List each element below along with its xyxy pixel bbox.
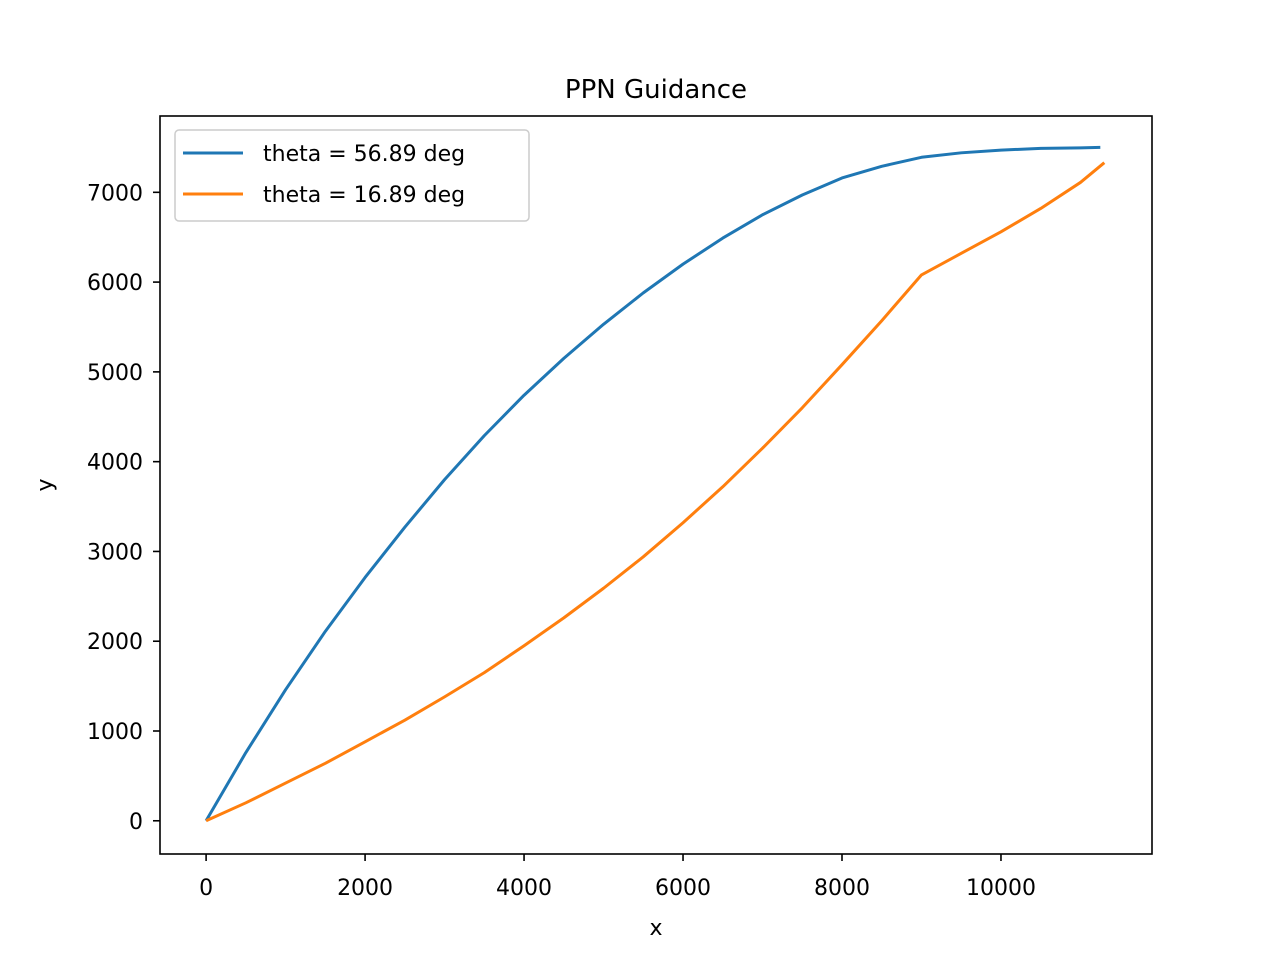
y-tick-label: 3000 [87, 540, 143, 565]
series-layer [204, 145, 1106, 823]
x-tick-label: 2000 [337, 876, 393, 901]
x-axis: 0 2000 4000 6000 8000 10000 [199, 854, 1036, 901]
x-tick-label: 0 [199, 876, 213, 901]
x-tick-label: 8000 [814, 876, 870, 901]
x-axis-label: x [649, 916, 662, 941]
legend: theta = 56.89 deg theta = 16.89 deg [174, 129, 530, 222]
legend-label-series-2: theta = 16.89 deg [263, 183, 465, 208]
y-axis-label: y [33, 478, 58, 491]
y-axis: 0 1000 2000 3000 4000 5000 6000 7000 [87, 181, 160, 835]
y-tick-label: 6000 [87, 271, 143, 296]
series-line-1 [204, 145, 1101, 822]
chart-title: PPN Guidance [565, 75, 747, 105]
y-tick-label: 7000 [87, 181, 143, 206]
y-tick-label: 1000 [87, 720, 143, 745]
y-tick-label: 2000 [87, 630, 143, 655]
y-tick-label: 5000 [87, 361, 143, 386]
y-tick-label: 4000 [87, 451, 143, 476]
legend-box [174, 129, 530, 222]
series-line-2 [205, 161, 1106, 823]
x-tick-label: 4000 [496, 876, 552, 901]
plot-area-frame [159, 115, 1153, 855]
legend-label-series-1: theta = 56.89 deg [263, 142, 465, 167]
y-tick-label: 0 [129, 810, 143, 835]
x-tick-label: 10000 [966, 876, 1036, 901]
x-tick-label: 6000 [655, 876, 711, 901]
